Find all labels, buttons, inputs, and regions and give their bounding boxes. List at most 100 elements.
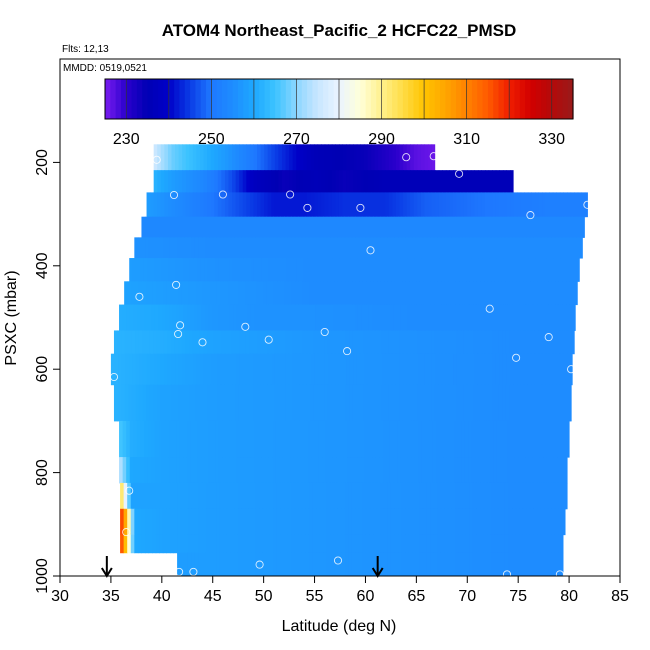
colorbar-segment (115, 79, 122, 119)
heatmap-cell (377, 330, 382, 355)
heatmap-cell (358, 552, 363, 577)
heatmap-cell (274, 353, 279, 386)
heatmap-cell (156, 384, 161, 422)
heatmap-cell (486, 420, 491, 458)
colorbar-segment (232, 79, 239, 119)
heatmap-cell (463, 353, 468, 386)
heatmap-cell (198, 281, 204, 306)
heatmap-cell (212, 216, 217, 238)
heatmap-cell (340, 420, 345, 458)
sample-point (502, 570, 512, 579)
heatmap-cell (355, 237, 360, 259)
heatmap-cell (565, 216, 570, 238)
heatmap-cell (271, 144, 276, 171)
heatmap-cell (233, 304, 238, 331)
heatmap-cell (515, 237, 520, 259)
heatmap-cell (173, 534, 178, 554)
heatmap-cell (333, 534, 338, 554)
sample-point (255, 560, 264, 569)
colorbar-segment (317, 79, 324, 119)
heatmap-cell (297, 304, 302, 331)
heatmap-cell (220, 281, 225, 306)
heatmap-cell (420, 384, 425, 422)
colorbar-tick-label: 290 (368, 131, 395, 148)
heatmap-cell (487, 552, 492, 577)
heatmap-cell (543, 420, 548, 458)
heatmap-cell (200, 170, 205, 193)
heatmap-cell (437, 508, 442, 536)
heatmap-cell (180, 552, 185, 577)
heatmap-cell (544, 508, 549, 536)
heatmap-cell (481, 170, 486, 193)
heatmap-cell (563, 353, 568, 386)
heatmap-cell (406, 330, 411, 355)
heatmap-cell (269, 534, 274, 554)
heatmap-cell (478, 258, 483, 282)
heatmap-cell (482, 457, 487, 484)
heatmap-cell (171, 192, 176, 218)
heatmap-cell (146, 353, 151, 386)
heatmap-cell (537, 534, 542, 554)
heatmap-cell (124, 330, 129, 355)
heatmap-cell (126, 304, 131, 331)
heatmap-cell (326, 552, 331, 577)
heatmap-cell (148, 534, 153, 554)
heatmap-cell (317, 353, 322, 386)
heatmap-cell (322, 457, 327, 484)
heatmap-cell (191, 281, 196, 306)
heatmap-cell (347, 457, 352, 484)
heatmap-cell (268, 258, 273, 282)
heatmap-cell (393, 420, 398, 458)
heatmap-cell (126, 457, 131, 484)
heatmap-cell (371, 170, 376, 193)
colorbar-segment (503, 79, 510, 119)
heatmap-cell (541, 384, 546, 422)
heatmap-cell (331, 170, 336, 193)
heatmap-cell (147, 258, 152, 282)
heatmap-cell (247, 457, 252, 484)
heatmap-cell (482, 304, 487, 331)
heatmap-cell (327, 384, 332, 422)
colorbar-segment (206, 79, 212, 119)
heatmap-cell (471, 457, 476, 484)
heatmap-cell (220, 384, 225, 422)
heatmap-cell (321, 144, 326, 171)
heatmap-cell (487, 281, 492, 306)
heatmap-cell (302, 384, 307, 422)
heatmap-cell (188, 330, 193, 355)
heatmap-cell (511, 304, 516, 331)
heatmap-cell (261, 304, 266, 331)
heatmap-cell (413, 330, 418, 355)
heatmap-cell (170, 281, 175, 306)
heatmap-cell (228, 192, 233, 218)
heatmap-cell (184, 534, 189, 554)
heatmap-cell (431, 384, 436, 422)
heatmap-cell (134, 508, 139, 536)
heatmap-cell (351, 237, 356, 259)
heatmap-cell (529, 534, 534, 554)
heatmap-cell (226, 482, 232, 510)
heatmap-cell (250, 420, 255, 458)
heatmap-cell (297, 457, 302, 484)
heatmap-cell (284, 508, 289, 536)
heatmap-cell (217, 170, 222, 193)
heatmap-cell (522, 482, 527, 510)
heatmap-cell (188, 281, 193, 306)
heatmap-cell (211, 457, 216, 484)
heatmap-cell (424, 144, 429, 171)
heatmap-cell (181, 330, 186, 355)
heatmap-cell (364, 457, 370, 484)
heatmap-cell (557, 304, 562, 331)
heatmap-cell (418, 457, 423, 484)
heatmap-cell (380, 237, 385, 259)
heatmap-cell (201, 457, 206, 484)
heatmap-cell (561, 216, 567, 238)
heatmap-cell (355, 552, 360, 577)
heatmap-cell (378, 170, 383, 193)
heatmap-cell (549, 353, 554, 386)
heatmap-cell (522, 552, 527, 577)
heatmap-cell (336, 420, 341, 458)
heatmap-cell (179, 304, 184, 331)
heatmap-cell (145, 482, 150, 510)
heatmap-cell (327, 330, 332, 355)
